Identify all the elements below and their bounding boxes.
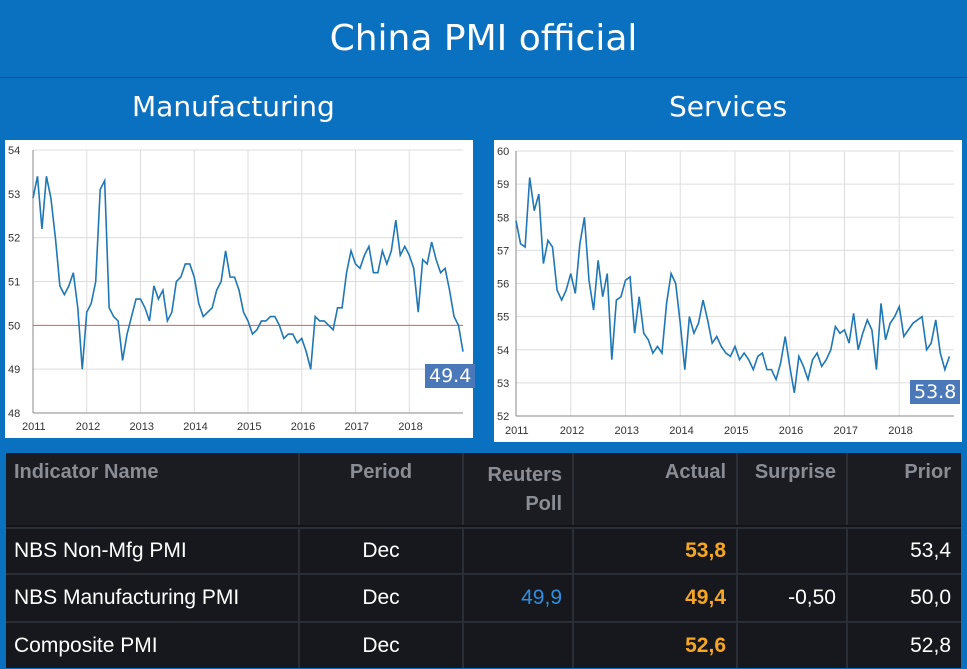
row-poll: 49,9 (521, 586, 562, 609)
row-period: Dec (362, 633, 400, 657)
x-tick-label: 2014 (669, 425, 693, 437)
header-reuters-poll: Reuters Poll (464, 453, 574, 525)
y-tick-label: 58 (497, 212, 509, 224)
row-prior: 53,4 (910, 539, 951, 562)
row-name: NBS Manufacturing PMI (14, 586, 240, 609)
header-surprise: Surprise (738, 453, 848, 525)
y-tick-label: 51 (8, 277, 20, 289)
y-tick-label: 59 (497, 179, 509, 191)
manufacturing-chart: 48 49 50 51 52 53 54 2011 2012 2013 2014 2015 2016 20… (5, 140, 476, 438)
x-tick-label: 2016 (779, 425, 803, 437)
y-tick-label: 53 (8, 189, 20, 201)
row-period: Dec (362, 586, 400, 609)
y-tick-label: 48 (8, 408, 20, 420)
row-actual: 53,8 (685, 539, 726, 562)
table-row: NBS Manufacturing PMI Dec 49,9 49,4 -0,5… (6, 573, 961, 621)
x-tick-label: 2016 (291, 421, 315, 433)
y-tick-label: 52 (8, 233, 20, 245)
header-prior: Prior (848, 453, 961, 525)
manufacturing-last-value: 49.4 (425, 364, 476, 388)
x-tick-label: 2013 (615, 425, 639, 437)
x-tick-label: 2018 (398, 421, 422, 433)
header-indicator-name: Indicator Name (6, 453, 300, 525)
header-actual: Actual (574, 453, 738, 525)
header-period: Period (300, 453, 464, 525)
services-last-value: 53.8 (910, 380, 961, 404)
y-tick-label: 56 (497, 279, 509, 291)
table-row: NBS Non-Mfg PMI Dec 53,8 53,4 (6, 527, 961, 573)
panel-titles: Manufacturing Services (0, 80, 967, 138)
services-title: Services (669, 90, 788, 123)
y-tick-label: 54 (8, 145, 20, 157)
page-title: China PMI official (0, 0, 967, 78)
y-tick-label: 53 (497, 378, 509, 390)
row-prior: 52,8 (910, 633, 951, 657)
y-tick-label: 57 (497, 245, 509, 257)
x-tick-label: 2017 (834, 425, 858, 437)
x-tick-label: 2015 (237, 421, 261, 433)
series-line (32, 176, 464, 370)
x-tick-label: 2011 (505, 425, 529, 437)
y-tick-label: 50 (8, 320, 20, 332)
row-name: NBS Non-Mfg PMI (14, 539, 187, 562)
table-header: Indicator Name Period Reuters Poll Actual… (6, 453, 961, 525)
y-tick-label: 60 (497, 146, 509, 158)
table-row: Composite PMI Dec 52,6 52,8 (6, 621, 961, 668)
pmi-table: Indicator Name Period Reuters Poll Actual… (6, 453, 961, 668)
y-tick-label: 54 (497, 345, 509, 357)
row-actual: 52,6 (685, 633, 726, 657)
y-tick-label: 49 (8, 364, 20, 376)
manufacturing-chart-svg: 48 49 50 51 52 53 54 2011 2012 2013 2014 2015 2016 20… (8, 145, 464, 433)
manufacturing-title: Manufacturing (132, 90, 335, 123)
x-tick-label: 2011 (22, 421, 46, 433)
x-tick-label: 2017 (345, 421, 369, 433)
row-prior: 50,0 (910, 586, 951, 609)
services-chart: 52 53 54 55 56 57 58 59 60 2011 2012 2013 2014 2015 20… (494, 140, 962, 442)
x-tick-label: 2015 (724, 425, 748, 437)
x-tick-label: 2012 (76, 421, 100, 433)
x-tick-label: 2012 (560, 425, 584, 437)
row-name: Composite PMI (14, 633, 158, 657)
row-actual: 49,4 (685, 586, 726, 609)
series-line (515, 177, 951, 393)
services-chart-svg: 52 53 54 55 56 57 58 59 60 2011 2012 2013 2014 2015 20… (497, 146, 954, 437)
y-tick-label: 52 (497, 411, 509, 423)
x-tick-label: 2013 (130, 421, 154, 433)
x-tick-label: 2014 (183, 421, 207, 433)
y-tick-label: 55 (497, 312, 509, 324)
row-surprise: -0,50 (788, 586, 836, 609)
row-period: Dec (362, 539, 400, 562)
x-tick-label: 2018 (888, 425, 912, 437)
